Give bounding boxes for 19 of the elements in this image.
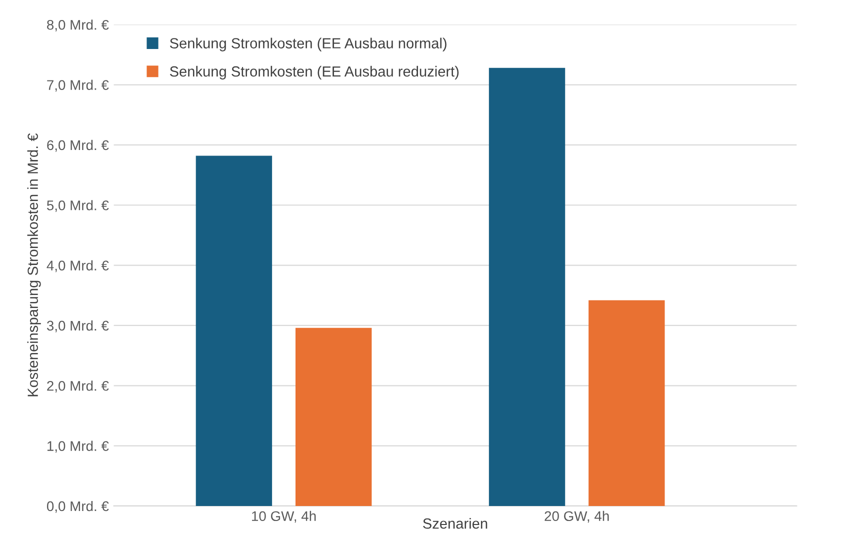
y-tick-label: 8,0 Mrd. €: [47, 20, 109, 32]
x-tick-label: 20 GW, 4h: [544, 510, 609, 523]
bar: [196, 156, 272, 506]
bar: [296, 328, 372, 506]
bar: [588, 300, 665, 506]
y-tick-label: 2,0 Mrd. €: [47, 380, 109, 392]
y-tick-label: 5,0 Mrd. €: [46, 200, 109, 212]
y-axis-title: Kosteneinsparung Stromkosten in Mrd. €: [27, 133, 41, 396]
bar: [488, 68, 566, 506]
y-tick-label: 6,0 Mrd. €: [47, 140, 109, 152]
legend-label: Senkung Stromkosten (EE Ausbau reduziert): [170, 66, 459, 80]
y-tick-label: 4,0 Mrd. €: [46, 260, 109, 272]
y-tick-label: 0,0 Mrd. €: [46, 500, 109, 513]
y-tick-label: 1,0 Mrd. €: [47, 440, 109, 453]
y-tick-label: 7,0 Mrd. €: [47, 80, 109, 92]
x-tick-label: 10 GW, 4h: [252, 510, 316, 523]
x-axis-title: Szenarien: [423, 518, 488, 529]
legend-label: Senkung Stromkosten (EE Ausbau normal): [170, 38, 446, 52]
y-tick-label: 3,0 Mrd. €: [46, 320, 109, 332]
